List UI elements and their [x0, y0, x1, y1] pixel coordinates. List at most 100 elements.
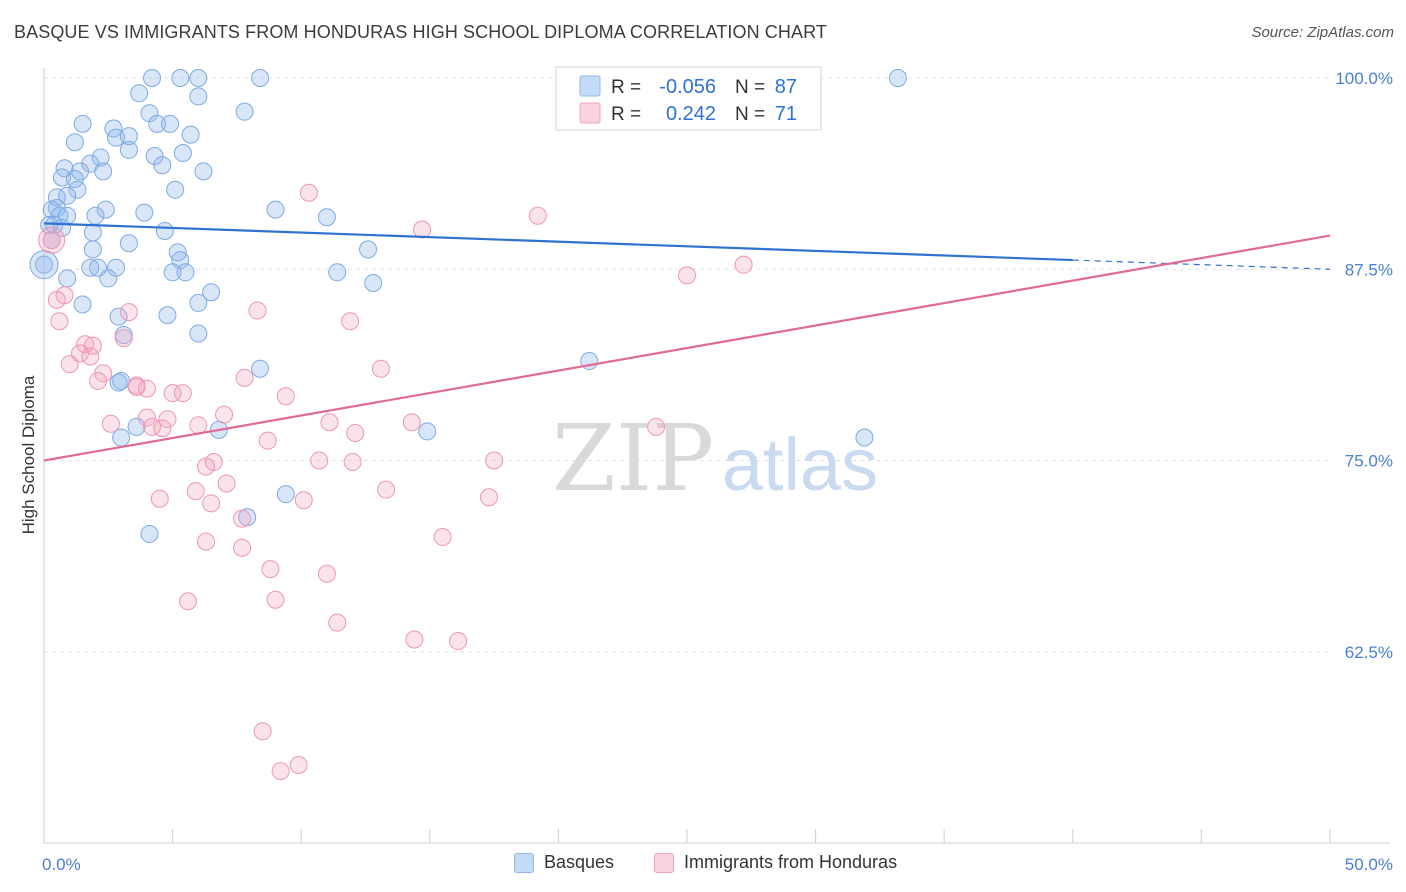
honduras-point — [734, 255, 753, 274]
basques-point — [135, 203, 154, 222]
legend-swatch-basques — [514, 852, 534, 873]
honduras-point — [248, 301, 267, 320]
honduras-point — [328, 613, 347, 632]
basques-point — [418, 422, 437, 441]
stats-n-label-1: N = — [735, 77, 765, 98]
basques-point — [176, 263, 195, 282]
basques-point — [161, 114, 180, 133]
basques-point — [68, 180, 87, 199]
chart-title: BASQUE VS IMMIGRANTS FROM HONDURAS HIGH … — [14, 22, 827, 42]
honduras-point — [81, 347, 100, 366]
basques-point — [119, 140, 138, 159]
axes: 62.5% 75.0% 87.5% 100.0% 0.0% 50.0% — [42, 68, 1393, 874]
basques-point — [266, 200, 285, 219]
x-tick-label: 0.0% — [42, 855, 81, 874]
stats-r-label-2: R = — [611, 104, 641, 125]
grid — [44, 77, 1330, 653]
basques-point — [65, 133, 84, 152]
honduras-point — [60, 355, 79, 374]
basques-point — [112, 371, 131, 390]
y-tick-label: 100.0% — [1335, 69, 1393, 88]
basques-point — [171, 69, 190, 87]
basques-point — [73, 295, 92, 314]
honduras-point — [266, 590, 285, 609]
basques-point — [73, 114, 92, 133]
legend-swatch-honduras — [654, 852, 674, 873]
basques-point — [109, 307, 128, 326]
honduras-point — [137, 379, 156, 398]
honduras-point — [289, 755, 308, 774]
honduras-point — [137, 408, 156, 427]
honduras-point — [433, 528, 452, 546]
basques-point — [83, 240, 102, 259]
honduras-point — [197, 457, 216, 476]
honduras-point — [50, 312, 69, 331]
honduras-point — [647, 417, 666, 436]
honduras-point — [163, 384, 182, 403]
basques-trend-line — [43, 222, 1073, 262]
basques-point — [189, 293, 208, 312]
y-tick-label: 75.0% — [1345, 452, 1393, 471]
basques-point — [276, 485, 295, 504]
basques-point — [130, 84, 149, 103]
honduras-point — [197, 532, 216, 551]
basques-point — [153, 156, 172, 175]
honduras-point — [158, 410, 177, 429]
basques-point — [83, 223, 102, 242]
honduras-point — [371, 359, 390, 378]
stats-swatch-blue — [579, 75, 601, 97]
basques-point — [119, 127, 138, 146]
honduras-point — [189, 416, 208, 435]
watermark-zip: ZIP — [552, 405, 714, 512]
basques-point — [81, 258, 100, 277]
basques-point — [94, 162, 113, 181]
honduras-point — [485, 451, 504, 470]
honduras-point — [217, 474, 236, 493]
basques-point — [189, 87, 208, 106]
basques-point — [317, 208, 336, 227]
honduras-point — [310, 451, 329, 470]
honduras-point — [42, 231, 61, 250]
honduras-point — [341, 312, 360, 331]
stats-n-value-1: 87 — [775, 76, 797, 98]
honduras-point — [413, 220, 432, 239]
data-points — [29, 69, 907, 781]
basques-point — [235, 102, 254, 121]
honduras-trend-line — [43, 234, 1331, 462]
honduras-point-cluster — [38, 226, 66, 254]
basques-point-cluster — [29, 250, 59, 280]
basques-point — [145, 147, 164, 166]
basques-point — [99, 269, 118, 288]
honduras-point — [173, 384, 192, 403]
honduras-point — [179, 592, 198, 611]
basques-point — [855, 428, 874, 447]
basques-point — [163, 263, 182, 282]
honduras-point — [528, 206, 547, 225]
basques-point — [155, 222, 174, 240]
honduras-point — [276, 387, 295, 406]
basques-point — [328, 263, 347, 282]
watermark: ZIP atlas — [552, 405, 878, 512]
honduras-point — [343, 453, 362, 472]
basques-point — [96, 200, 115, 219]
honduras-point — [215, 405, 234, 424]
basques-point — [158, 306, 177, 325]
basques-trend-extension — [1072, 259, 1331, 270]
honduras-point — [202, 494, 221, 513]
basques-point — [251, 359, 270, 378]
honduras-point — [233, 538, 252, 557]
honduras-point — [377, 480, 396, 499]
basques-point — [86, 206, 105, 225]
x-tick-label: 50.0% — [1345, 855, 1393, 874]
basques-point — [173, 143, 192, 162]
honduras-point — [678, 266, 696, 285]
legend-label-basques: Basques — [544, 852, 615, 872]
stats-swatch-pink — [579, 102, 601, 124]
basques-point — [35, 255, 53, 274]
watermark-atlas: atlas — [722, 423, 878, 506]
honduras-point — [101, 414, 120, 433]
basques-point — [251, 69, 270, 87]
honduras-point — [479, 488, 498, 507]
legend-item-basques: Basques — [514, 852, 614, 873]
